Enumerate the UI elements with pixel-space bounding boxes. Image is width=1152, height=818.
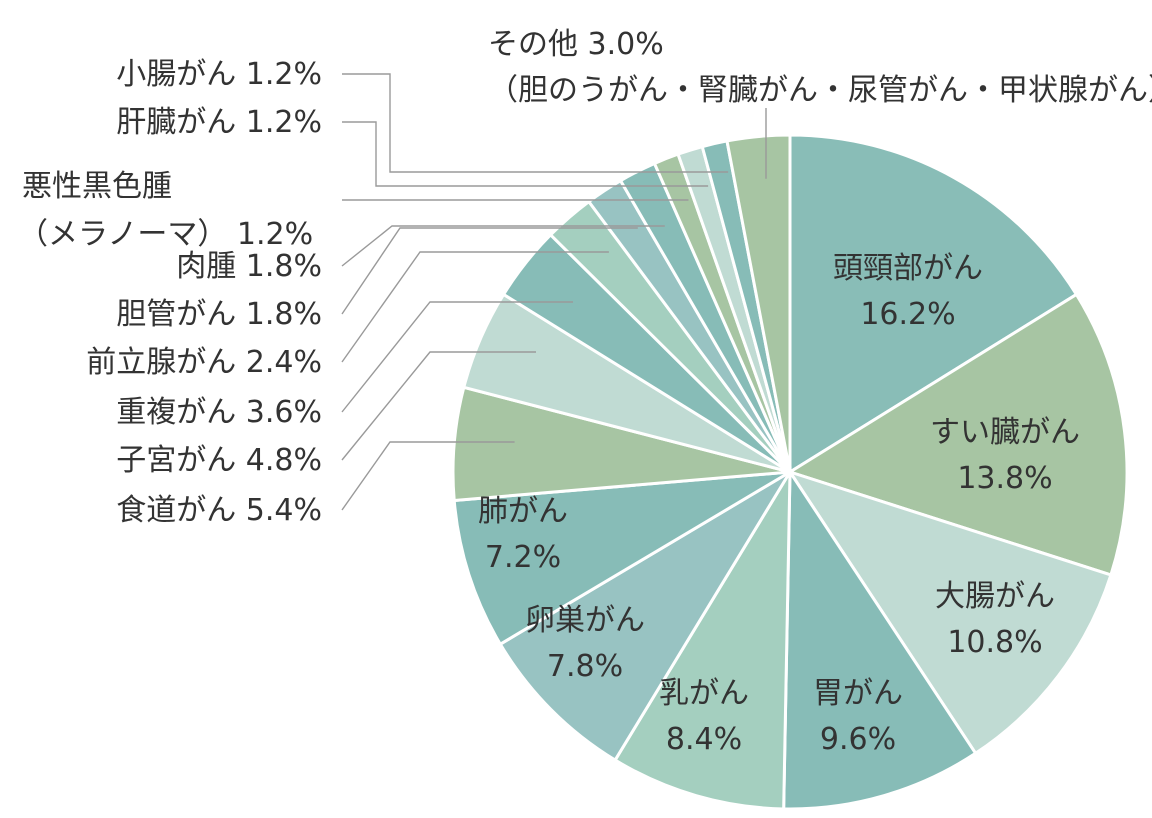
slice-9-leader	[341, 301, 573, 413]
slice-15-leader	[342, 73, 729, 173]
slice-3-label: 胃がん 9.6%	[813, 676, 903, 757]
slice-9-label: 重複がん 3.6%	[116, 395, 322, 430]
slice-3-wedge	[782, 467, 978, 811]
slice-1-wedge	[786, 292, 1129, 577]
slice-16-label: その他 3.0%	[488, 27, 664, 62]
slice-5-wedge	[498, 470, 792, 763]
slice-4-label: 乳がん 8.4%	[659, 676, 749, 757]
slice-8-leader	[341, 351, 536, 461]
slice-14-leader	[342, 121, 709, 187]
slice-11-leader	[341, 227, 638, 315]
slice-14-label: 肝臓がん 1.2%	[116, 105, 322, 140]
slice-4-wedge	[613, 466, 792, 811]
slice-11-label: 胆管がん 1.8%	[116, 297, 322, 332]
slice-10-label: 前立腺がん 2.4%	[86, 345, 322, 380]
slice-6-label: 肺がん 7.2%	[478, 494, 568, 575]
slice-10-leader	[341, 251, 609, 363]
slice-16-note: （胆のうがん・腎臓がん・尿管がん・甲状腺がん）	[488, 73, 1152, 108]
slice-0-label: 頭頸部がん 16.2%	[833, 251, 983, 332]
pie-labels: 頭頸部がん 16.2% すい臓がん 13.8% 大腸がん 10.8% 胃がん 9.6% 乳がん 8…	[18, 27, 1152, 757]
slice-2-wedge	[786, 469, 1113, 756]
slice-2-label: 大腸がん 10.8%	[935, 579, 1055, 660]
slice-7-label: 食道がん 5.4%	[116, 493, 322, 528]
slice-12-leader	[341, 225, 665, 267]
pie-slices	[451, 133, 1129, 811]
slice-0-wedge	[788, 133, 1079, 475]
slice-15-label: 小腸がん 1.2%	[116, 57, 322, 92]
slice-12-label: 肉腫 1.8%	[176, 249, 322, 284]
slice-13-label: 悪性黒色腫（メラノーマ） 1.2%	[18, 169, 313, 252]
slice-16-wedge	[725, 133, 792, 473]
leader-lines	[341, 73, 767, 511]
slice-5-label: 卵巣がん 7.8%	[525, 603, 645, 684]
slice-8-label: 子宮がん 4.8%	[116, 443, 322, 478]
slice-6-wedge	[452, 470, 791, 647]
slice-7-leader	[341, 441, 515, 511]
slice-1-label: すい臓がん 13.8%	[930, 415, 1080, 496]
